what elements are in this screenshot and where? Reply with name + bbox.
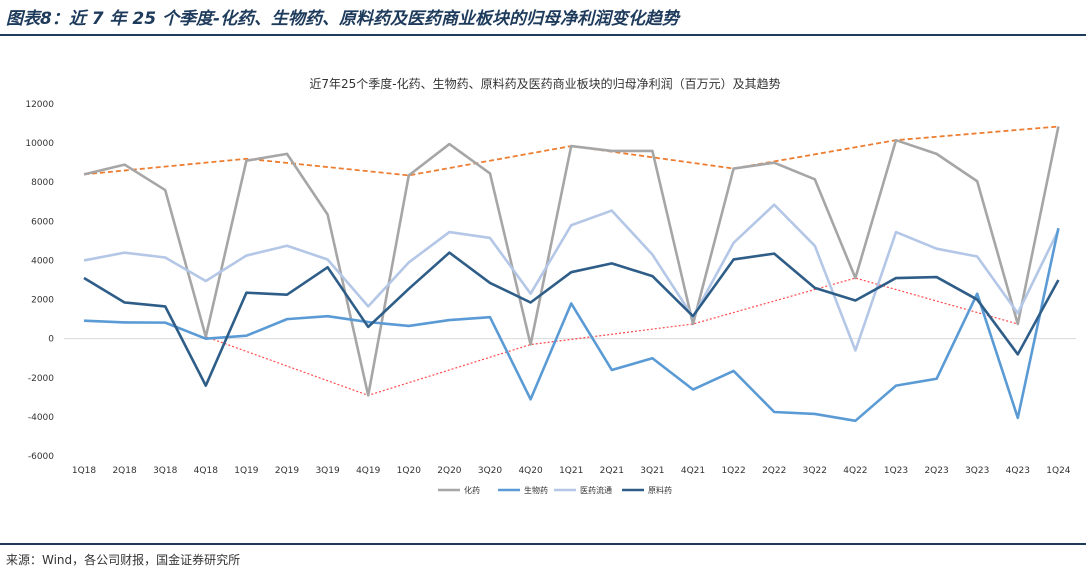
- x-tick-label: 4Q21: [681, 466, 705, 476]
- x-tick-label: 3Q20: [478, 466, 503, 476]
- trend-lines: [83, 125, 1059, 397]
- x-tick-label: 3Q23: [965, 466, 989, 476]
- trend-line-dotted: [205, 277, 1018, 397]
- x-tick-label: 1Q23: [884, 466, 908, 476]
- x-tick-label: 2Q22: [762, 466, 786, 476]
- y-tick-label: 8000: [31, 178, 54, 188]
- line-chart: 近7年25个季度-化药、生物药、原料药及医药商业板块的归母净利润（百万元）及其趋…: [25, 76, 1076, 495]
- top-rule: [0, 34, 1086, 36]
- x-tick-label: 3Q22: [803, 466, 827, 476]
- x-tick-label: 3Q21: [640, 466, 664, 476]
- x-tick-label: 1Q18: [72, 466, 97, 476]
- series-lines: [83, 126, 1060, 423]
- y-tick-label: 2000: [31, 296, 54, 306]
- legend-label: 化药: [464, 485, 480, 495]
- figure-title: 图表8：近 7 年 25 个季度-化药、生物药、原料药及医药商业板块的归母净利润…: [6, 9, 680, 29]
- x-tick-label: 4Q20: [518, 466, 543, 476]
- y-tick-label: -4000: [28, 413, 54, 423]
- y-tick-label: 10000: [25, 139, 54, 149]
- x-tick-label: 2Q20: [437, 466, 462, 476]
- x-tick-label: 1Q19: [234, 466, 259, 476]
- y-tick-label: -2000: [28, 374, 54, 384]
- legend-label: 医药流通: [580, 485, 612, 495]
- x-tick-label: 4Q18: [194, 466, 219, 476]
- x-tick-label: 2Q21: [600, 466, 624, 476]
- series-line-2: [83, 203, 1060, 352]
- y-tick-label: -6000: [28, 452, 54, 462]
- x-tick-label: 4Q19: [356, 466, 381, 476]
- x-tick-label: 4Q23: [1006, 466, 1030, 476]
- legend-label: 生物药: [524, 485, 548, 495]
- legend: 化药 生物药 医药流通 原料药: [438, 485, 672, 495]
- x-tick-label: 3Q19: [315, 466, 340, 476]
- x-tick-label: 3Q18: [153, 466, 178, 476]
- y-tick-label: 0: [48, 335, 54, 345]
- series-line-1: [83, 227, 1060, 423]
- y-tick-label: 12000: [25, 100, 54, 110]
- series-line-3: [83, 251, 1060, 387]
- bottom-rule: [0, 543, 1086, 545]
- x-tick-label: 4Q22: [843, 466, 867, 476]
- x-axis: 1Q18 2Q18 3Q18 4Q18 1Q19 2Q19 3Q19 4Q19 1Q20 2Q20…: [72, 466, 1071, 476]
- x-tick-label: 1Q24: [1046, 466, 1071, 476]
- x-tick-label: 2Q18: [112, 466, 137, 476]
- chart-title: 近7年25个季度-化药、生物药、原料药及医药商业板块的归母净利润（百万元）及其趋…: [309, 76, 780, 91]
- y-axis: -6000 -4000 -2000 0 2000 4000 6000 8000 10000 120…: [25, 100, 54, 462]
- legend-label: 原料药: [648, 485, 672, 495]
- x-tick-label: 1Q20: [397, 466, 422, 476]
- x-tick-label: 1Q21: [559, 466, 583, 476]
- x-tick-label: 2Q23: [924, 466, 948, 476]
- x-tick-label: 1Q22: [721, 466, 745, 476]
- x-tick-label: 2Q19: [275, 466, 300, 476]
- y-tick-label: 4000: [31, 256, 54, 266]
- source-note: 来源：Wind，各公司财报，国金证券研究所: [6, 553, 241, 567]
- y-tick-label: 6000: [31, 217, 54, 227]
- series-line-0: [83, 126, 1060, 397]
